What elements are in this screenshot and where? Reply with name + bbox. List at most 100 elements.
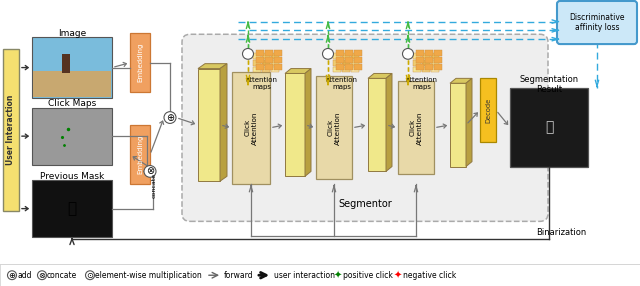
- Bar: [368, 78, 386, 171]
- Text: Segmentor: Segmentor: [338, 199, 392, 209]
- Polygon shape: [198, 64, 227, 69]
- Bar: [351, 60, 359, 65]
- Text: Embedding: Embedding: [137, 135, 143, 174]
- Text: ⊗: ⊗: [146, 166, 154, 176]
- Bar: [510, 88, 588, 166]
- Bar: [265, 50, 273, 56]
- Bar: [425, 57, 433, 63]
- Bar: [253, 53, 261, 59]
- Bar: [265, 57, 273, 63]
- Text: 🐴: 🐴: [545, 120, 553, 134]
- Text: Decode: Decode: [485, 98, 491, 123]
- Bar: [316, 76, 352, 179]
- Bar: [416, 57, 424, 63]
- Bar: [253, 60, 261, 65]
- Text: User Interaction: User Interaction: [6, 95, 15, 165]
- Polygon shape: [305, 69, 311, 176]
- Bar: [434, 50, 442, 56]
- Bar: [333, 53, 341, 59]
- Bar: [422, 60, 430, 65]
- Bar: [130, 33, 150, 92]
- Bar: [262, 53, 270, 59]
- Text: ⊗: ⊗: [38, 271, 45, 280]
- Text: Image: Image: [58, 29, 86, 38]
- Text: positive click: positive click: [343, 271, 393, 280]
- Text: ⊙: ⊙: [244, 49, 252, 58]
- Bar: [422, 53, 430, 59]
- Bar: [274, 50, 282, 56]
- Polygon shape: [220, 64, 227, 181]
- Bar: [253, 67, 261, 72]
- Text: attention
maps: attention maps: [326, 77, 358, 90]
- Bar: [271, 60, 279, 65]
- Circle shape: [243, 49, 253, 59]
- Bar: [336, 57, 344, 63]
- Bar: [256, 64, 264, 69]
- Text: Binarization: Binarization: [536, 228, 586, 237]
- Polygon shape: [450, 78, 472, 83]
- Bar: [413, 60, 421, 65]
- Bar: [342, 67, 350, 72]
- Text: Click
Attention: Click Attention: [244, 111, 257, 144]
- Bar: [342, 53, 350, 59]
- Bar: [345, 50, 353, 56]
- Bar: [354, 57, 362, 63]
- Polygon shape: [285, 69, 311, 74]
- Text: Click
Attention: Click Attention: [410, 111, 422, 144]
- Bar: [62, 54, 70, 74]
- Bar: [262, 60, 270, 65]
- Polygon shape: [466, 78, 472, 166]
- Bar: [336, 50, 344, 56]
- Bar: [33, 71, 111, 97]
- Bar: [354, 64, 362, 69]
- Bar: [285, 74, 305, 176]
- FancyBboxPatch shape: [182, 34, 548, 221]
- Text: concate: concate: [47, 271, 77, 280]
- Bar: [32, 37, 112, 98]
- Text: ⊙: ⊙: [404, 49, 412, 58]
- Polygon shape: [386, 74, 392, 171]
- Bar: [342, 60, 350, 65]
- Circle shape: [144, 166, 156, 177]
- Text: ⊙: ⊙: [86, 271, 93, 280]
- Bar: [434, 57, 442, 63]
- Bar: [480, 78, 496, 142]
- Circle shape: [8, 271, 17, 280]
- Circle shape: [403, 49, 413, 59]
- Bar: [262, 67, 270, 72]
- Text: ⊕: ⊕: [166, 112, 174, 122]
- Bar: [416, 50, 424, 56]
- Text: ⊙: ⊙: [324, 49, 332, 58]
- Bar: [265, 64, 273, 69]
- Text: attention
maps: attention maps: [246, 77, 278, 90]
- Polygon shape: [368, 74, 392, 78]
- Bar: [256, 50, 264, 56]
- Bar: [232, 72, 270, 184]
- Circle shape: [323, 49, 333, 59]
- Text: user interaction: user interaction: [274, 271, 335, 280]
- Text: Embedding: Embedding: [137, 43, 143, 82]
- Bar: [351, 67, 359, 72]
- Text: concate: concate: [152, 172, 157, 198]
- Bar: [425, 64, 433, 69]
- Bar: [130, 125, 150, 184]
- Bar: [32, 180, 112, 237]
- Bar: [431, 60, 439, 65]
- Bar: [271, 53, 279, 59]
- Text: ✦: ✦: [334, 270, 342, 280]
- Bar: [345, 64, 353, 69]
- Bar: [431, 53, 439, 59]
- Circle shape: [86, 271, 95, 280]
- Bar: [351, 53, 359, 59]
- Text: attention
maps: attention maps: [406, 77, 438, 90]
- Text: Previous Mask: Previous Mask: [40, 172, 104, 181]
- Bar: [354, 50, 362, 56]
- Bar: [416, 64, 424, 69]
- Text: Click Maps: Click Maps: [48, 99, 96, 108]
- Bar: [3, 49, 19, 210]
- Text: negative click: negative click: [403, 271, 456, 280]
- Text: Segmentation
Result: Segmentation Result: [520, 75, 579, 94]
- Text: ⊕: ⊕: [8, 271, 15, 280]
- Circle shape: [38, 271, 47, 280]
- Bar: [333, 67, 341, 72]
